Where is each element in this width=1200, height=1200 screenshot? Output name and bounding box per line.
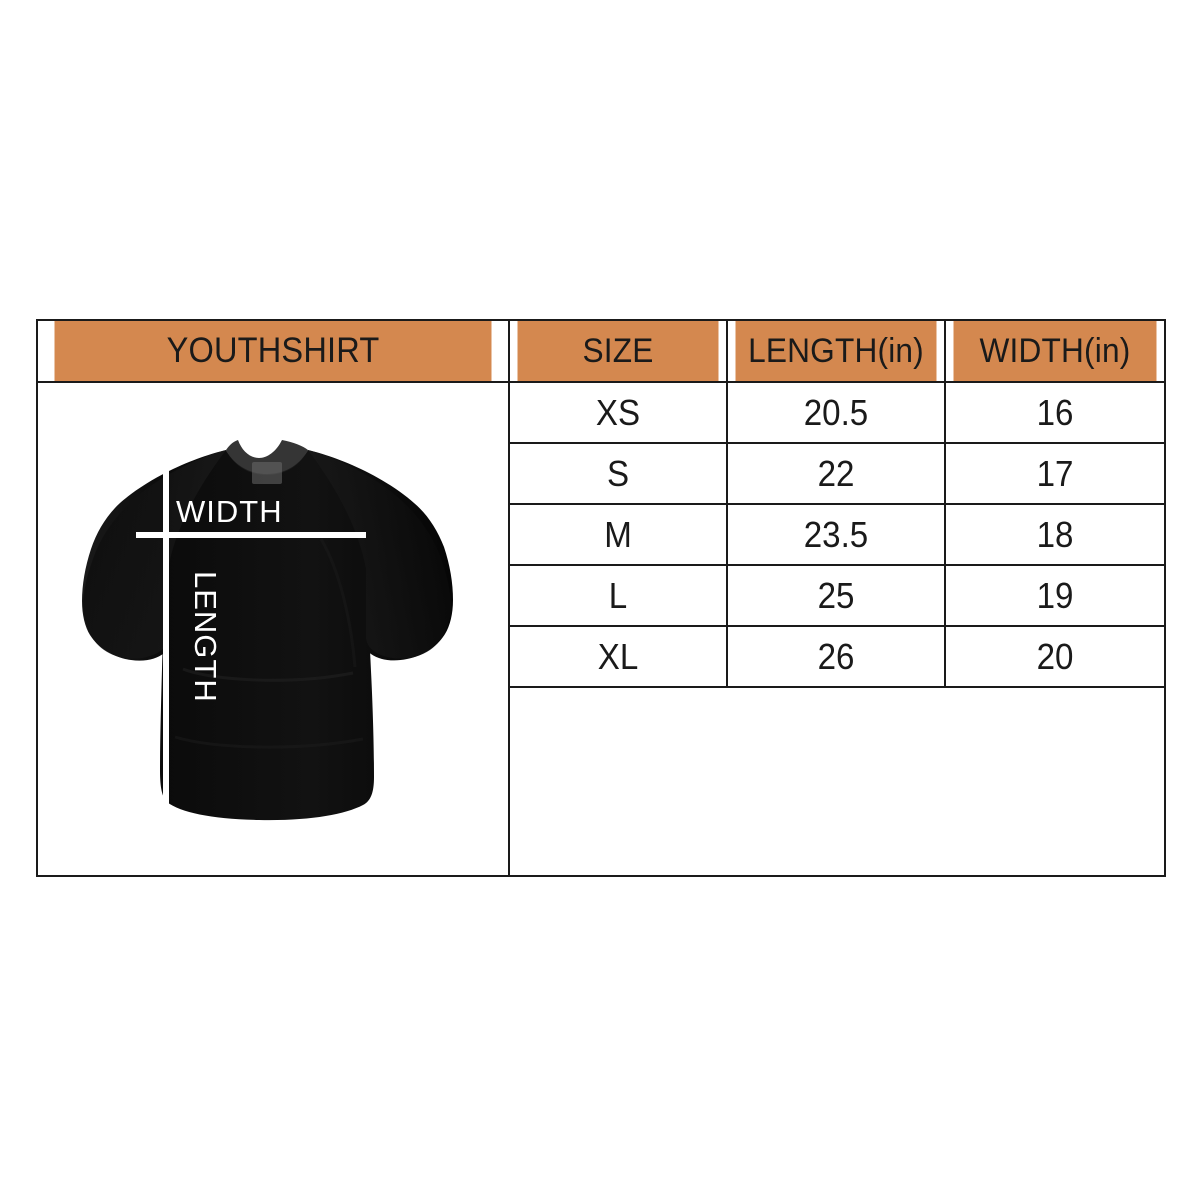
table-row: L 25 19 xyxy=(37,564,1165,627)
tshirt-icon: WIDTH LENGTH xyxy=(82,440,453,823)
cell-size: XS xyxy=(516,381,720,444)
empty-merged-cell xyxy=(508,686,1166,877)
table-empty-row xyxy=(37,686,1166,877)
width-guide-line xyxy=(136,532,366,538)
header-length: LENGTH(in) xyxy=(733,319,939,383)
table-row: WIDTH LENGTH XS 20.5 16 xyxy=(36,381,1165,877)
cell-length: 25 xyxy=(734,564,938,627)
cell-width: 18 xyxy=(952,503,1158,566)
cell-size: M xyxy=(516,503,720,566)
cell-length: 23.5 xyxy=(734,503,938,566)
width-label: WIDTH xyxy=(176,494,283,529)
cell-size: L xyxy=(516,564,720,627)
header-size: SIZE xyxy=(515,319,721,383)
cell-width: 19 xyxy=(952,564,1158,627)
header-width: WIDTH(in) xyxy=(951,319,1159,383)
cell-length: 22 xyxy=(734,442,938,505)
cell-width: 16 xyxy=(952,381,1158,444)
size-chart: YOUTHSHIRT SIZE LENGTH(in) WIDTH(in) xyxy=(36,319,1166,877)
table-row: S 22 17 xyxy=(37,442,1165,505)
cell-size: S xyxy=(516,442,720,505)
length-label: LENGTH xyxy=(188,571,223,703)
cell-width: 17 xyxy=(952,442,1158,505)
shirt-illustration-cell: WIDTH LENGTH xyxy=(36,381,510,877)
length-guide-line xyxy=(163,441,169,823)
cell-length: 26 xyxy=(734,625,938,688)
table-row: M 23.5 18 xyxy=(37,503,1165,566)
size-chart-table: YOUTHSHIRT SIZE LENGTH(in) WIDTH(in) xyxy=(36,319,1166,877)
table-header-row: YOUTHSHIRT SIZE LENGTH(in) WIDTH(in) xyxy=(37,319,1165,383)
cell-size: XL xyxy=(516,625,720,688)
cell-width: 20 xyxy=(952,625,1158,688)
header-product-title: YOUTHSHIRT xyxy=(52,319,494,383)
shirt-illustration: WIDTH LENGTH xyxy=(38,383,508,875)
table-row: XL 26 20 xyxy=(37,625,1165,688)
cell-length: 20.5 xyxy=(734,381,938,444)
